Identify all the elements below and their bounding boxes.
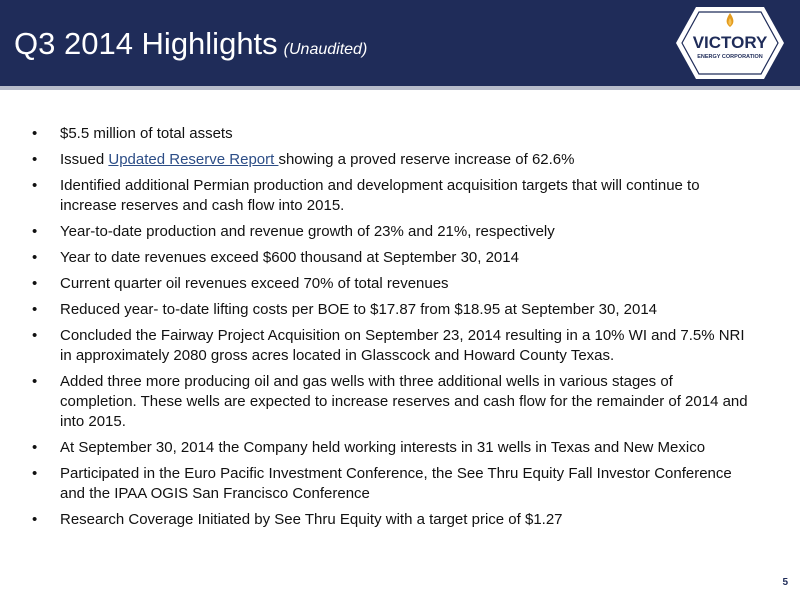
highlights-list: • $5.5 million of total assets • Issued Up… [30, 124, 750, 536]
bullet-text: Year-to-date production and revenue grow… [60, 223, 555, 240]
slide-header: Q3 2014 Highlights (Unaudited) VICTORY EN… [0, 0, 800, 86]
slide-title: Q3 2014 Highlights (Unaudited) [14, 26, 367, 68]
bullet-text: Participated in the Euro Pacific Investm… [60, 465, 732, 502]
bullet-text: At September 30, 2014 the Company held w… [60, 439, 706, 456]
flame-icon [726, 13, 734, 27]
list-item: • Identified additional Permian productio… [30, 176, 750, 216]
bullet-icon: • [32, 151, 38, 168]
list-item: • Current quarter oil revenues exceed 70%… [30, 274, 750, 294]
list-item: • Research Coverage Initiated by See Thru… [30, 510, 750, 530]
list-item: • At September 30, 2014 the Company held … [30, 438, 750, 458]
bullet-icon: • [32, 511, 38, 528]
bullet-icon: • [32, 249, 38, 266]
logo-tagline: ENERGY CORPORATION [697, 54, 763, 60]
list-item: • Reduced year- to-date lifting costs per… [30, 300, 750, 320]
bullet-icon: • [32, 177, 38, 194]
bullet-text: Year to date revenues exceed $600 thousa… [60, 249, 519, 266]
bullet-text-pre: Issued [60, 151, 109, 168]
bullet-icon: • [32, 439, 38, 456]
bullet-text: $5.5 million of total assets [60, 125, 233, 142]
slide-subtitle: (Unaudited) [283, 41, 368, 58]
bullet-text: Identified additional Permian production… [60, 177, 700, 214]
reserve-report-link[interactable]: Updated Reserve Report [108, 151, 279, 168]
list-item: • Concluded the Fairway Project Acquisiti… [30, 326, 750, 366]
bullet-text: Added three more producing oil and gas w… [60, 373, 748, 430]
bullet-icon: • [32, 223, 38, 240]
list-item: • Participated in the Euro Pacific Invest… [30, 464, 750, 504]
bullet-text: Reduced year- to-date lifting costs per … [60, 301, 658, 318]
victory-logo: VICTORY ENERGY CORPORATION [676, 7, 784, 79]
logo-name: VICTORY [693, 33, 768, 52]
list-item: • Added three more producing oil and gas … [30, 372, 750, 432]
bullet-icon: • [32, 465, 38, 482]
bullet-text: Research Coverage Initiated by See Thru … [60, 511, 563, 528]
header-divider [0, 86, 800, 90]
bullet-text: Current quarter oil revenues exceed 70% … [60, 275, 449, 292]
bullet-icon: • [32, 373, 38, 390]
bullet-text: Concluded the Fairway Project Acquisitio… [60, 327, 745, 364]
bullet-icon: • [32, 301, 38, 318]
list-item: • Year to date revenues exceed $600 thous… [30, 248, 750, 268]
bullet-icon: • [32, 125, 38, 142]
list-item: • Year-to-date production and revenue gro… [30, 222, 750, 242]
slide-title-text: Q3 2014 Highlights [14, 26, 278, 61]
bullet-icon: • [32, 275, 38, 292]
bullet-text-post: showing a proved reserve increase of 62.… [278, 151, 575, 168]
list-item: • Issued Updated Reserve Report showing a… [30, 150, 750, 170]
bullet-icon: • [32, 327, 38, 344]
list-item: • $5.5 million of total assets [30, 124, 750, 144]
page-number: 5 [782, 577, 788, 588]
